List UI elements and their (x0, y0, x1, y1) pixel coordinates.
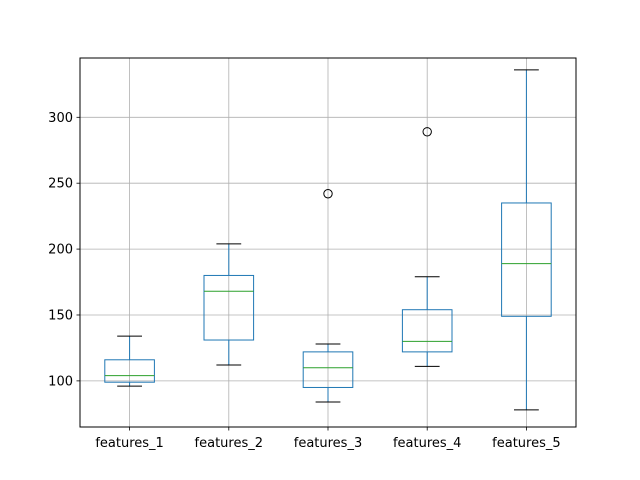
y-tick-label: 150 (48, 308, 73, 323)
box-iqr (203, 274, 255, 341)
x-tick-label: features_3 (294, 436, 362, 451)
box-features_3 (302, 189, 354, 403)
box-iqr (302, 351, 354, 388)
box-iqr (501, 202, 552, 317)
x-tick-label: features_4 (393, 436, 461, 451)
box-features_1 (104, 335, 155, 387)
y-tick-label: 300 (48, 111, 73, 126)
axes-ticks: 100 150 200 250 300 features_1 features_2 featu… (48, 111, 560, 451)
x-tick-label: features_1 (95, 436, 163, 451)
x-tick-label: features_5 (492, 436, 560, 451)
box-features_4 (401, 127, 453, 367)
box-iqr (401, 309, 453, 353)
y-tick-label: 200 (48, 243, 73, 258)
y-tick-label: 100 (48, 374, 73, 389)
y-tick-label: 250 (48, 177, 73, 192)
box-features_5 (501, 69, 552, 411)
outlier-point (422, 127, 432, 137)
box-iqr (104, 359, 155, 383)
x-tick-label: features_2 (195, 436, 263, 451)
boxes (104, 69, 552, 411)
outlier-point (323, 189, 333, 199)
box-features_2 (203, 243, 255, 366)
